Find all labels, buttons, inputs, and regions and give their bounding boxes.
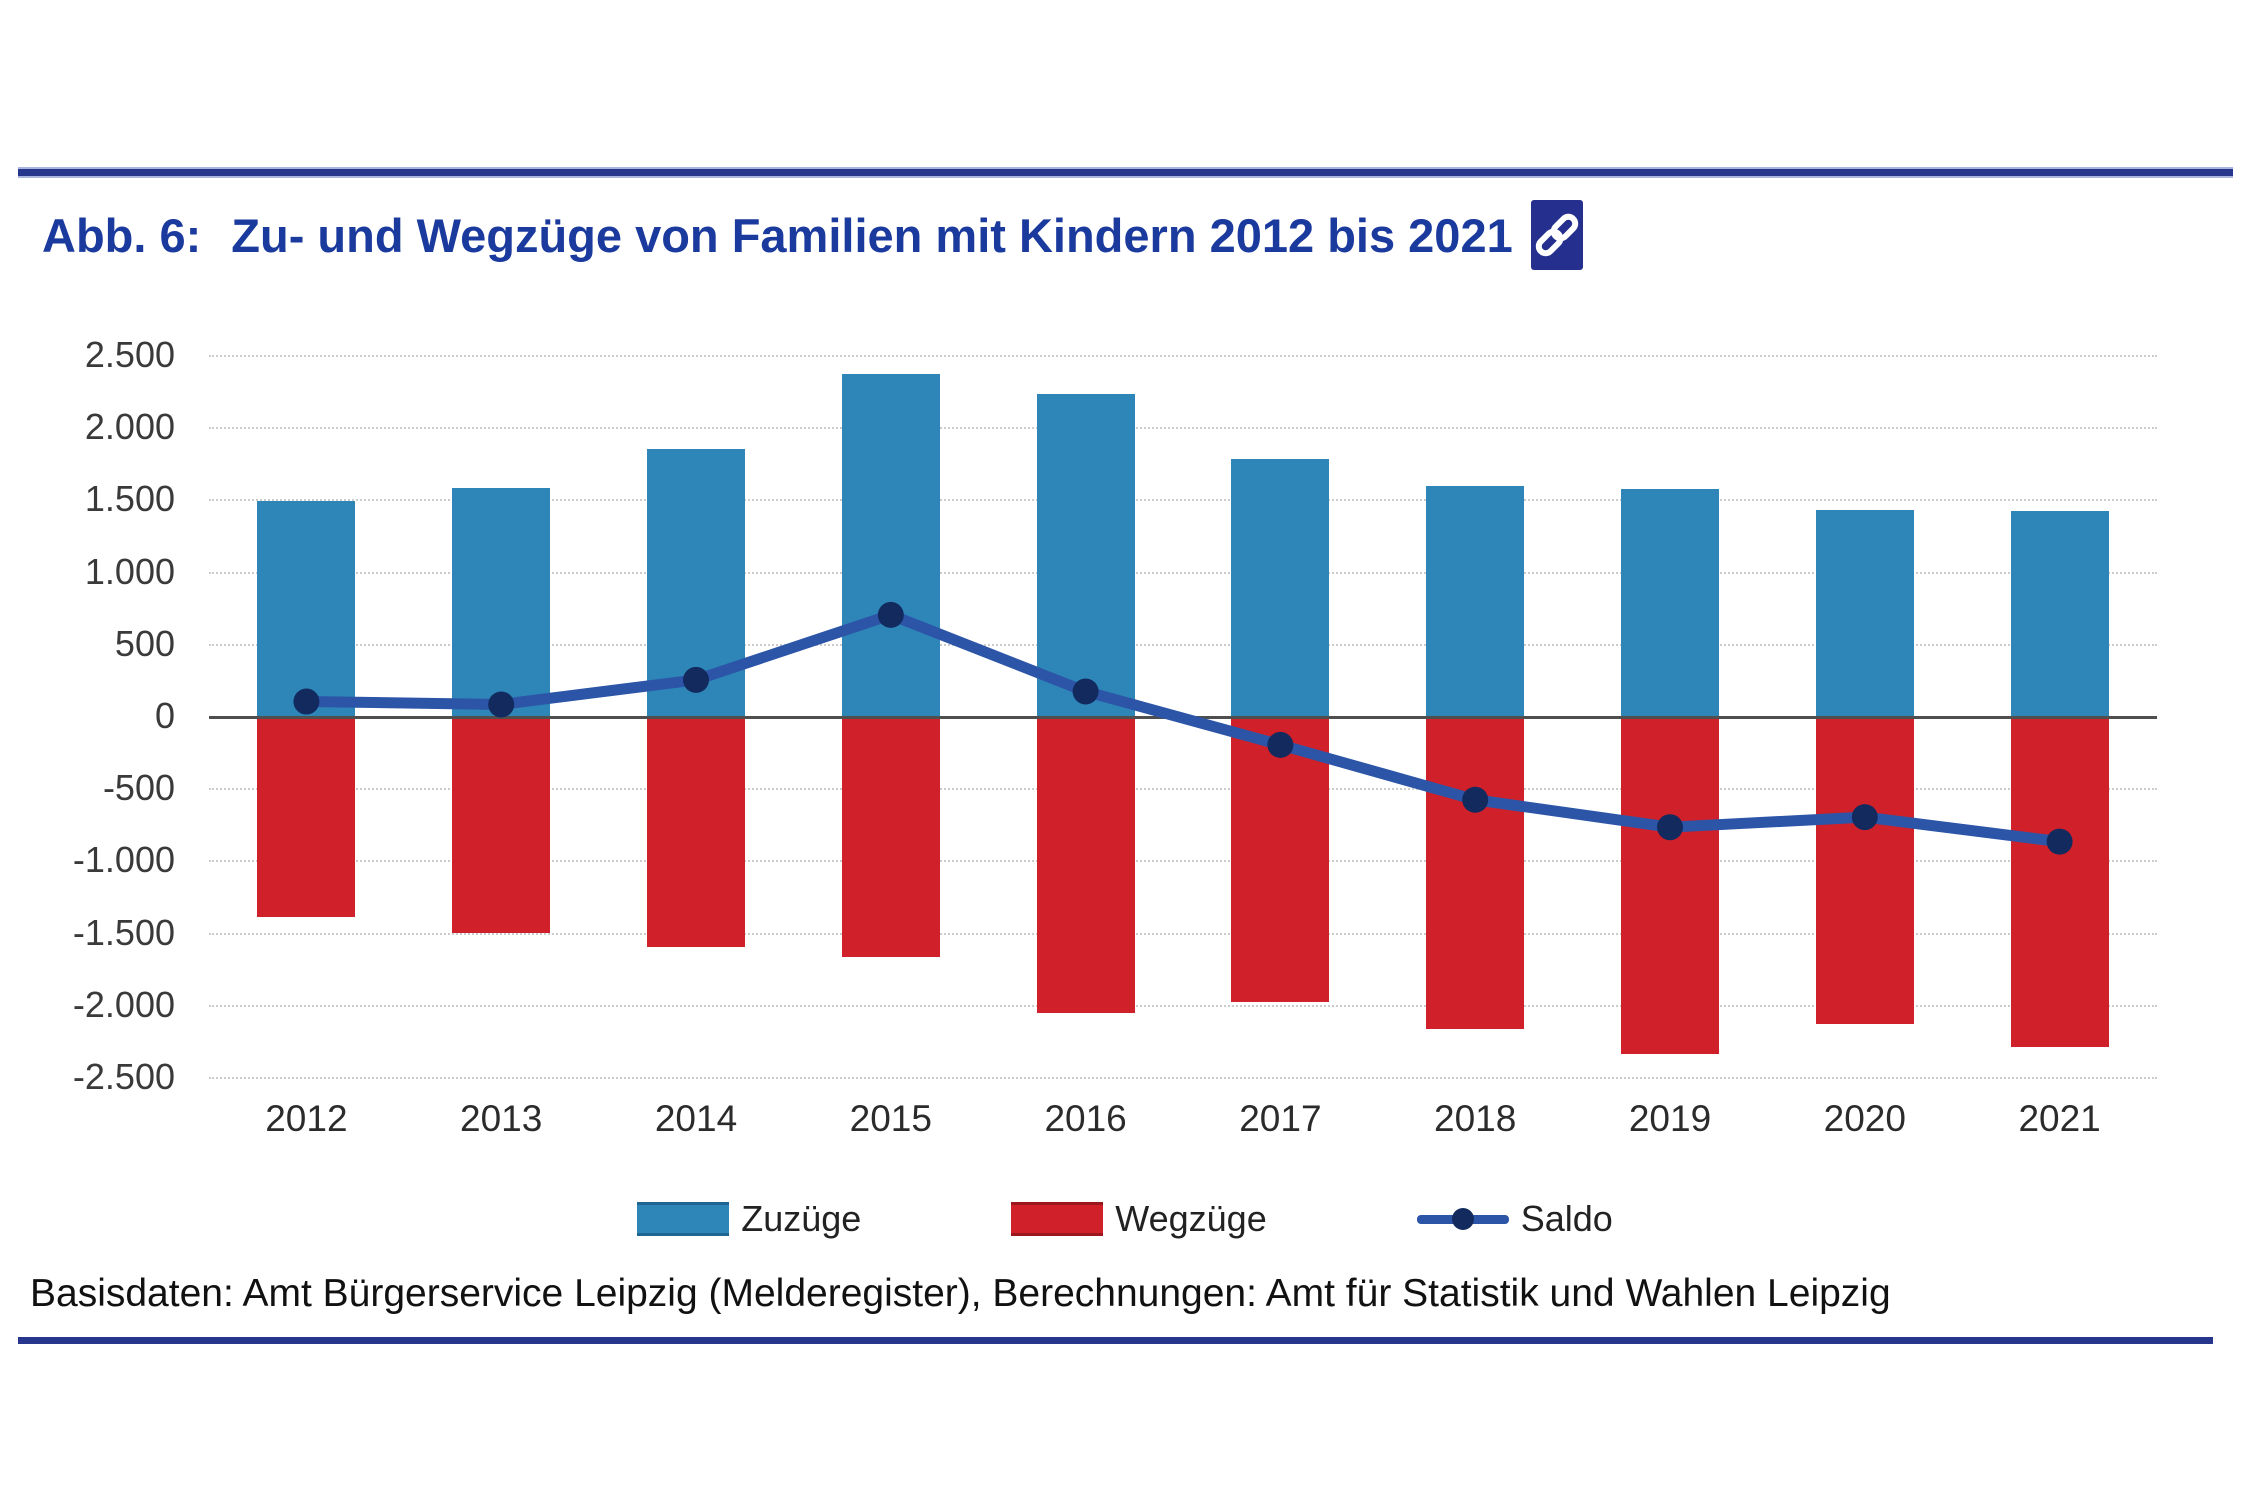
bar-wegzüge-2021 [2010, 716, 2109, 1047]
y-tick-label: -1.000 [72, 839, 175, 881]
saldo-line [293, 601, 2073, 855]
y-tick-label: -2.000 [72, 983, 175, 1025]
gridline [209, 571, 2157, 574]
y-tick-label: -500 [102, 767, 175, 809]
gridline [209, 1077, 2157, 1079]
y-tick-label: -2.500 [72, 1056, 175, 1097]
bar-wegzüge-2016 [1036, 716, 1135, 1014]
gridline [209, 643, 2157, 646]
y-tick-label: 1.000 [84, 550, 175, 592]
top-divider-rule [18, 169, 2233, 176]
legend-entry-zuzüge: Zuzüge [637, 1198, 861, 1240]
saldo-marker-2021 [2046, 828, 2073, 855]
legend-label: Wegzüge [1115, 1198, 1267, 1239]
saldo-marker-2012 [293, 688, 320, 715]
bar-wegzüge-2020 [1815, 716, 1914, 1024]
gridline [209, 788, 2157, 791]
bar-zuzüge-2015 [841, 373, 940, 716]
y-tick-label: 2.000 [84, 406, 175, 448]
bar-wegzüge-2015 [841, 716, 940, 958]
x-tick-label-2017: 2017 [1239, 1098, 1322, 1139]
x-tick-label-2020: 2020 [1823, 1098, 1906, 1139]
chart-legend: Zuzüge Wegzüge Saldo [0, 1198, 2250, 1240]
figure-title: Abb. 6: Zu- und Wegzüge von Familien mit… [42, 196, 1583, 274]
gridline [209, 860, 2157, 863]
bar-zuzüge-2019 [1621, 489, 1719, 716]
saldo-marker-2018 [1462, 786, 1489, 813]
bar-wegzüge-2019 [1621, 716, 1719, 1054]
bar-wegzüge-2012 [257, 716, 356, 917]
saldo-marker-2013 [488, 691, 515, 718]
legend-label: Zuzüge [741, 1198, 862, 1239]
legend-entry-saldo: Saldo [1416, 1198, 1613, 1240]
saldo-marker-2014 [683, 666, 709, 693]
legend-swatch-bar-red [1011, 1202, 1104, 1236]
x-tick-label-2013: 2013 [460, 1098, 543, 1139]
saldo-marker-2016 [1072, 678, 1099, 705]
legend-swatch-line [1416, 1205, 1509, 1233]
chart-plot-area [209, 355, 2157, 1079]
legend-entry-wegzüge: Wegzüge [1011, 1198, 1267, 1240]
figure-number: Abb. 6: [42, 208, 202, 262]
bar-zuzüge-2018 [1426, 486, 1525, 716]
bottom-divider-rule [18, 1337, 2213, 1344]
x-tick-label-2019: 2019 [1628, 1098, 1712, 1139]
y-tick-label: -1.500 [72, 911, 175, 953]
y-tick-label: 0 [154, 695, 175, 736]
saldo-marker-2015 [877, 601, 904, 628]
saldo-marker-2017 [1267, 731, 1294, 758]
legend-label: Saldo [1520, 1198, 1613, 1239]
x-tick-label-2014: 2014 [654, 1098, 738, 1139]
bar-zuzüge-2020 [1815, 509, 1914, 716]
saldo-marker-2019 [1657, 814, 1683, 841]
bar-wegzüge-2013 [452, 716, 551, 933]
bar-zuzüge-2013 [452, 487, 551, 716]
x-tick-label-2015: 2015 [849, 1098, 932, 1139]
x-tick-label-2012: 2012 [265, 1098, 348, 1139]
y-tick-label: 1.500 [84, 478, 175, 520]
gridline [209, 1004, 2157, 1007]
gridline [209, 499, 2157, 502]
x-tick-label-2021: 2021 [2018, 1098, 2101, 1139]
bar-wegzüge-2014 [647, 716, 745, 948]
legend-swatch-bar-blue [637, 1202, 730, 1236]
bar-zuzüge-2012 [257, 500, 356, 716]
bar-zuzüge-2021 [2010, 510, 2109, 716]
bar-zuzüge-2016 [1036, 393, 1135, 716]
y-tick-label: 2.500 [84, 334, 175, 375]
gridline [209, 427, 2157, 430]
saldo-marker-2020 [1851, 804, 1878, 831]
x-tick-label-2016: 2016 [1044, 1098, 1127, 1139]
y-tick-label: 500 [114, 622, 175, 664]
figure-title-text: Zu- und Wegzüge von Familien mit Kindern… [231, 208, 1513, 262]
source-note: Basisdaten: Amt Bürgerservice Leipzig (M… [30, 1272, 1891, 1315]
chain-link-icon[interactable] [1530, 200, 1583, 270]
bar-wegzüge-2017 [1231, 716, 1330, 1002]
bar-zuzüge-2017 [1231, 458, 1330, 716]
bar-wegzüge-2018 [1426, 716, 1525, 1030]
x-tick-label-2018: 2018 [1434, 1098, 1517, 1139]
gridline [209, 932, 2157, 935]
gridline [209, 355, 2157, 357]
